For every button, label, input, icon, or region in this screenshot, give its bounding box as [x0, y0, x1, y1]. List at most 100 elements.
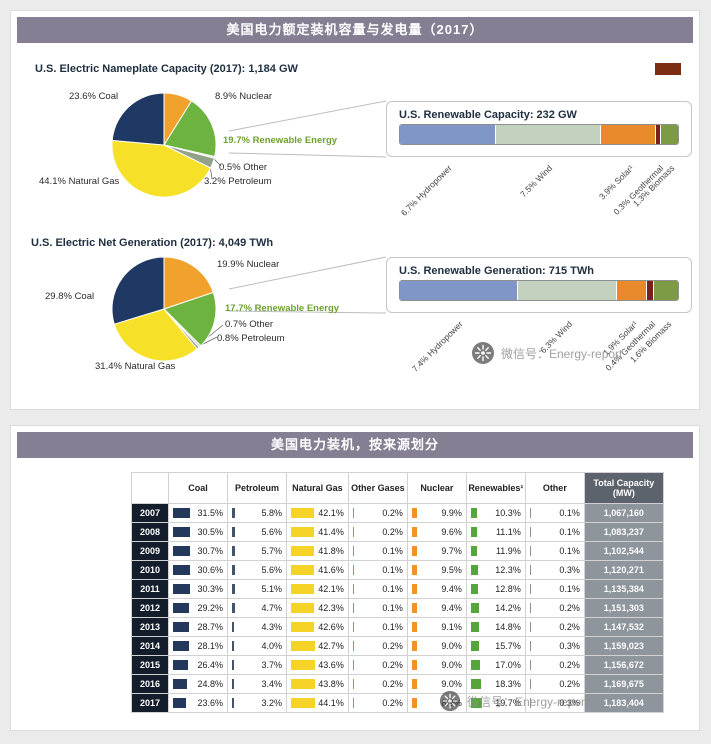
percent-value: 0.1% [382, 546, 403, 556]
percent-value: 9.0% [441, 660, 462, 670]
infographic-body: U.S. Electric Nameplate Capacity (2017):… [11, 43, 699, 403]
percent-value: 42.3% [318, 603, 344, 613]
total-cell: 1,147,532 [583, 617, 664, 637]
value-cell: 0.2% [347, 522, 408, 542]
mini-bar [352, 603, 355, 613]
year-cell: 2008 [131, 522, 169, 542]
table-body: Coal Petroleum Natural Gas Other Gases Nucle… [11, 472, 699, 744]
percent-value: 9.9% [441, 508, 462, 518]
value-cell: 10.3% [465, 503, 526, 523]
percent-value: 43.8% [318, 679, 344, 689]
mini-bar [232, 698, 234, 708]
total-cell: 1,183,404 [583, 693, 664, 713]
value-cell: 0.1% [347, 541, 408, 561]
mini-bar [232, 603, 235, 613]
pie-label-natural-gas: 31.4% Natural Gas [95, 361, 176, 372]
value-cell: 8.9% [406, 693, 467, 713]
mini-bar [291, 584, 315, 594]
capacity-pie-title: U.S. Electric Nameplate Capacity (2017):… [35, 63, 298, 75]
value-cell: 0.2% [524, 655, 585, 675]
pie-label-nuclear: 8.9% Nuclear [215, 91, 273, 102]
value-cell: 42.3% [286, 598, 349, 618]
percent-value: 4.0% [261, 641, 282, 651]
year-cell: 2015 [131, 655, 169, 675]
value-cell: 12.8% [465, 579, 526, 599]
mini-bar [352, 641, 355, 651]
bar-segment-wind [494, 125, 601, 144]
percent-value: 41.4% [318, 527, 344, 537]
mini-bar [173, 546, 190, 556]
pie-label-petroleum: 0.8% Petroleum [217, 333, 285, 344]
value-cell: 43.8% [286, 674, 349, 694]
value-cell: 41.8% [286, 541, 349, 561]
bar-segment-geothermal [646, 281, 653, 300]
value-cell: 0.3% [524, 693, 585, 713]
value-cell: 23.6% [168, 693, 228, 713]
mini-bar [173, 603, 190, 613]
pie-label-petroleum: 3.2% Petroleum [204, 176, 272, 187]
mini-bar [470, 660, 481, 670]
value-cell: 0.2% [347, 636, 408, 656]
mini-bar [529, 622, 532, 632]
bar-segment-hydropower [400, 125, 495, 144]
table-row: 2010 30.6% 5.6% 41.6% 0.1% 9.5% 12.3% 0.3% 1,120… [131, 560, 664, 580]
value-cell: 0.1% [524, 541, 585, 561]
pie-slice-nuclear [163, 256, 214, 310]
mini-bar [529, 679, 532, 689]
percent-value: 31.5% [197, 508, 223, 518]
column-header: Coal [168, 472, 228, 504]
value-cell: 5.6% [227, 522, 287, 542]
year-cell: 2011 [131, 579, 169, 599]
bar-segment-wind [516, 281, 617, 300]
value-cell: 42.6% [286, 617, 349, 637]
percent-value: 0.3% [559, 565, 580, 575]
percent-value: 0.1% [559, 584, 580, 594]
value-cell: 5.7% [227, 541, 287, 561]
percent-value: 5.8% [261, 508, 282, 518]
bar-segment-hydropower [400, 281, 517, 300]
percent-value: 11.1% [495, 527, 521, 537]
percent-value: 44.1% [318, 698, 344, 708]
value-cell: 15.7% [465, 636, 526, 656]
percent-value: 3.4% [261, 679, 282, 689]
capacity-pie-chart [111, 92, 217, 198]
total-cell: 1,159,023 [583, 636, 664, 656]
percent-value: 30.3% [197, 584, 223, 594]
mini-bar [352, 698, 355, 708]
corner-mark [655, 63, 681, 75]
mini-bar [470, 527, 477, 537]
value-cell: 9.0% [406, 636, 467, 656]
mini-bar [173, 527, 190, 537]
percent-value: 0.2% [382, 679, 403, 689]
mini-bar [232, 508, 236, 518]
renewable-capacity-labels: 6.7% Hydropower 7.5% Wind 3.9% Solar¹ 0.3% … [398, 163, 677, 218]
value-cell: 9.4% [406, 579, 467, 599]
mini-bar [411, 546, 418, 556]
mini-bar [529, 527, 532, 537]
percent-value: 0.1% [559, 527, 580, 537]
bar-segment-biomass [652, 281, 678, 300]
value-cell: 3.2% [227, 693, 287, 713]
value-cell: 14.8% [465, 617, 526, 637]
pie-label-coal: 29.8% Coal [45, 291, 95, 302]
value-cell: 9.4% [406, 598, 467, 618]
mini-bar [291, 622, 315, 632]
table-row: 2012 29.2% 4.7% 42.3% 0.1% 9.4% 14.2% 0.2% 1,151… [131, 598, 664, 618]
value-cell: 19.7% [465, 693, 526, 713]
percent-value: 42.6% [318, 622, 344, 632]
percent-value: 0.3% [559, 641, 580, 651]
percent-value: 3.7% [261, 660, 282, 670]
mini-bar [529, 508, 532, 518]
percent-value: 3.2% [261, 698, 282, 708]
total-cell: 1,135,384 [583, 579, 664, 599]
bar-segment-solar [616, 281, 647, 300]
pie-label-other: 0.5% Other [219, 162, 268, 173]
mini-bar [232, 622, 235, 632]
year-cell: 2014 [131, 636, 169, 656]
percent-value: 28.7% [197, 622, 223, 632]
percent-value: 0.2% [559, 622, 580, 632]
percent-value: 0.2% [382, 508, 403, 518]
value-cell: 0.2% [524, 617, 585, 637]
mini-bar [291, 660, 315, 670]
table-row: 2009 30.7% 5.7% 41.8% 0.1% 9.7% 11.9% 0.1% 1,102… [131, 541, 664, 561]
